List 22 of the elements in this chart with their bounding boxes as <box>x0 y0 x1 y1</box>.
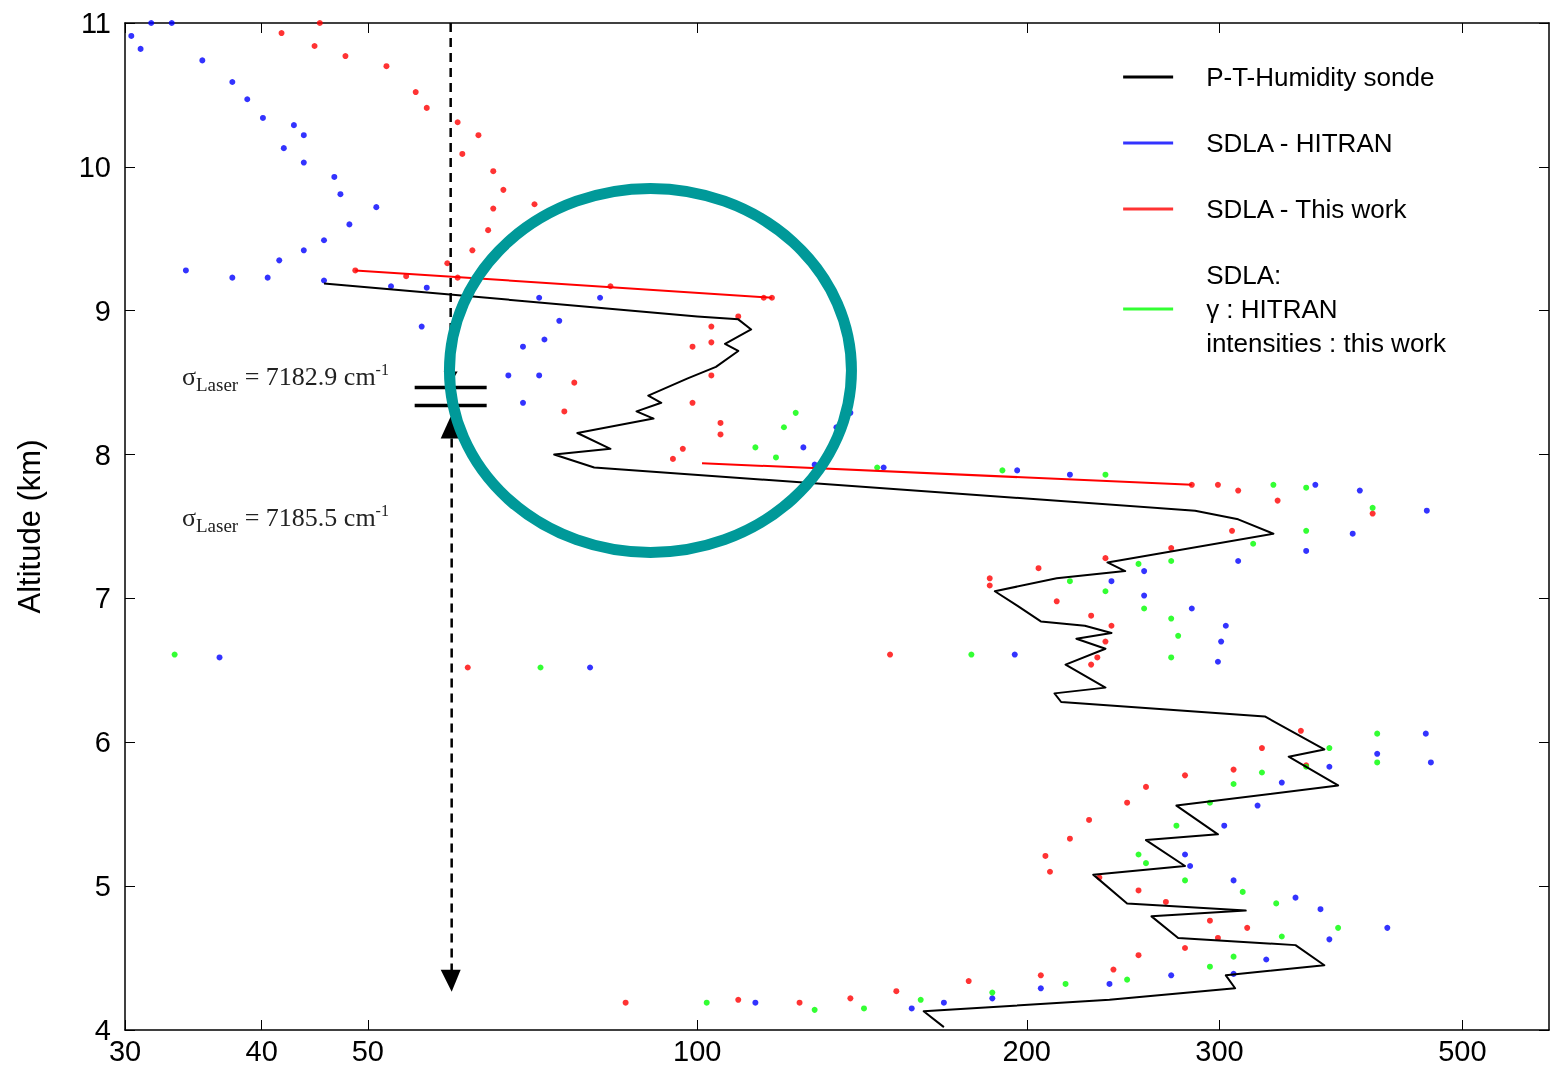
y-tick-label: 5 <box>94 870 111 903</box>
legend-label: SDLA - HITRAN <box>1206 128 1393 158</box>
y-tick-label: 9 <box>94 294 111 327</box>
y-tick-label: 6 <box>94 726 111 759</box>
y-tick-label: 4 <box>94 1014 111 1046</box>
x-tick-label: 50 <box>351 1034 384 1067</box>
legend-label: SDLA - This work <box>1206 194 1408 224</box>
legend-label: P-T-Humidity sonde <box>1206 62 1435 92</box>
x-tick-label: 100 <box>673 1034 722 1067</box>
y-tick-label: 7 <box>94 582 111 615</box>
x-tick-label: 40 <box>245 1034 278 1067</box>
y-tick-label: 11 <box>80 7 111 39</box>
x-tick-label: 500 <box>1438 1034 1487 1067</box>
y-tick-label: 8 <box>94 438 111 471</box>
x-tick-label: 30 <box>108 1034 142 1067</box>
annotation: σ$_{Laser}$ = 7185.5 cm$^{-1}$ <box>181 502 389 538</box>
x-tick-label: 200 <box>1002 1034 1051 1067</box>
annotation: σ$_{Laser}$ = 7182.9 cm$^{-1}$ <box>181 361 389 397</box>
x-tick-label: 300 <box>1195 1034 1244 1067</box>
y-tick-label: 10 <box>78 150 111 183</box>
y-axis-title: Altitude (km) <box>12 439 47 614</box>
legend-label: SDLA: γ : HITRAN intensities : this work <box>1206 260 1447 358</box>
